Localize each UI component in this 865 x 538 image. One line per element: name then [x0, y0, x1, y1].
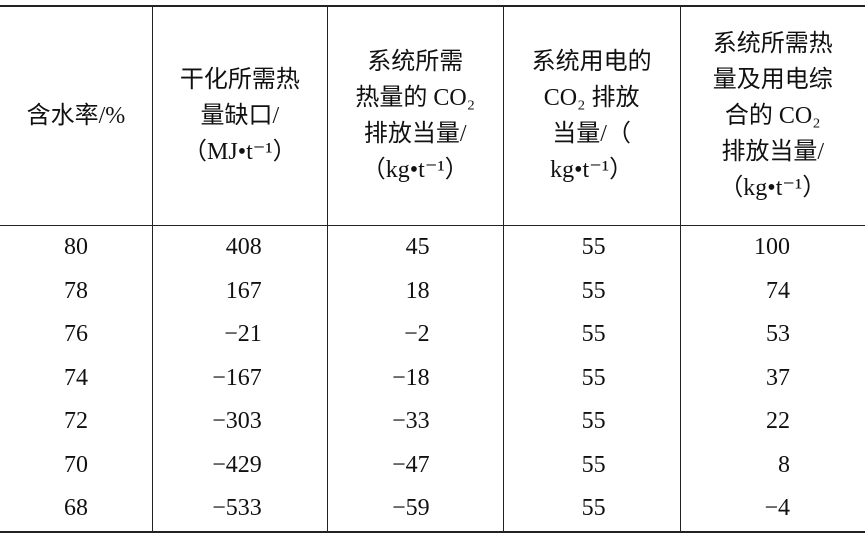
table-cell: 167 — [151, 269, 328, 313]
table-header: 含水率/% 干化所需热量缺口/ （MJ•t⁻¹） 系统所需热量的 CO₂ 排放当量/ （k… — [0, 6, 865, 226]
table-cell: 78 — [63, 277, 88, 304]
table-cell: 100 — [679, 225, 865, 270]
table-cell: −4 — [679, 487, 865, 532]
header-line: 排放当量/ — [721, 139, 825, 165]
header-line: 干化所需热 — [179, 67, 300, 93]
header-line: 量缺口/ — [200, 103, 280, 129]
header-line: 系统所需 — [367, 49, 464, 75]
table-cell: −167 — [151, 356, 328, 400]
table-cell: −33 — [326, 400, 504, 444]
table-cell: −533 — [151, 487, 328, 532]
header-line: （MJ•t⁻¹） — [183, 139, 297, 165]
table-cell: 74 — [679, 269, 865, 313]
table-cell: −47 — [326, 443, 504, 487]
table-cell: 55 — [502, 443, 681, 487]
table-row: 78 167 18 55 74 — [0, 269, 865, 313]
header-line: 排放当量/ — [363, 121, 467, 147]
header-line: 合的 CO₂ — [724, 103, 821, 129]
table-cell: 68 — [63, 495, 88, 521]
header-line: （kg•t⁻¹） — [719, 175, 827, 201]
table-cell: 55 — [502, 225, 681, 270]
table-row: 80 408 45 55 100 — [0, 225, 865, 270]
table-cell: −429 — [151, 443, 328, 487]
table-cell: 408 — [151, 225, 328, 270]
table-row: 72 −303 −33 55 22 — [0, 400, 865, 444]
header-line: CO₂ 排放 — [543, 85, 640, 111]
table-cell: 72 — [63, 408, 88, 434]
table-cell: −21 — [151, 313, 328, 357]
header-cell: 系统所需热量的 CO₂ 排放当量/ （kg•t⁻¹） — [326, 6, 504, 226]
header-cell: 系统用电的 CO₂ 排放 当量/（ kg•t⁻¹） — [502, 6, 681, 226]
table-row: 76 −21 −2 55 53 — [0, 313, 865, 357]
table-cell: 22 — [679, 400, 865, 444]
header-line: 系统用电的 — [531, 49, 652, 75]
table-cell: 55 — [502, 487, 681, 532]
table-cell: 18 — [326, 269, 504, 313]
table-row: 70 −429 −47 55 8 — [0, 443, 865, 487]
table-cell: 45 — [326, 225, 504, 270]
header-line: 系统所需热 — [712, 31, 833, 57]
table-cell: 55 — [502, 313, 681, 357]
header-line: 量及用电综 — [712, 67, 833, 93]
table-cell: 8 — [679, 443, 865, 487]
header-cell: 含水率/% — [0, 6, 153, 226]
table-cell: −303 — [151, 400, 328, 444]
table-cell: −2 — [326, 313, 504, 357]
header-cell: 干化所需热量缺口/ （MJ•t⁻¹） — [151, 6, 328, 226]
table-cell: 55 — [502, 400, 681, 444]
header-line: kg•t⁻¹） — [550, 157, 634, 183]
data-table: 含水率/% 干化所需热量缺口/ （MJ•t⁻¹） 系统所需热量的 CO₂ 排放当量/ （k… — [0, 5, 865, 533]
table-cell: 55 — [502, 356, 681, 400]
table-cell: 70 — [63, 451, 88, 478]
table-cell: 74 — [63, 364, 88, 391]
table-cell: 55 — [502, 269, 681, 313]
header-line: 含水率/% — [26, 103, 126, 129]
header-row: 含水率/% 干化所需热量缺口/ （MJ•t⁻¹） 系统所需热量的 CO₂ 排放当量/ （k… — [0, 6, 865, 226]
table-cell: 80 — [63, 234, 88, 260]
header-line: 热量的 CO₂ — [355, 85, 476, 111]
table-cell: 53 — [679, 313, 865, 357]
table-cell: −59 — [326, 487, 504, 532]
header-cell: 系统所需热量及用电综合的 CO₂ 排放当量/ （kg•t⁻¹） — [679, 6, 865, 226]
header-line: 当量/（ — [552, 121, 631, 147]
table-body: 80 408 45 55 100 78 167 18 55 74 76 −21 −2 55 53 74 −167… — [0, 225, 865, 532]
table-cell: −18 — [326, 356, 504, 400]
table-row: 74 −167 −18 55 37 — [0, 356, 865, 400]
table-row: 68 −533 −59 55 −4 — [0, 487, 865, 532]
header-line: （kg•t⁻¹） — [361, 157, 469, 183]
table-cell: 76 — [63, 321, 88, 347]
table-cell: 37 — [679, 356, 865, 400]
